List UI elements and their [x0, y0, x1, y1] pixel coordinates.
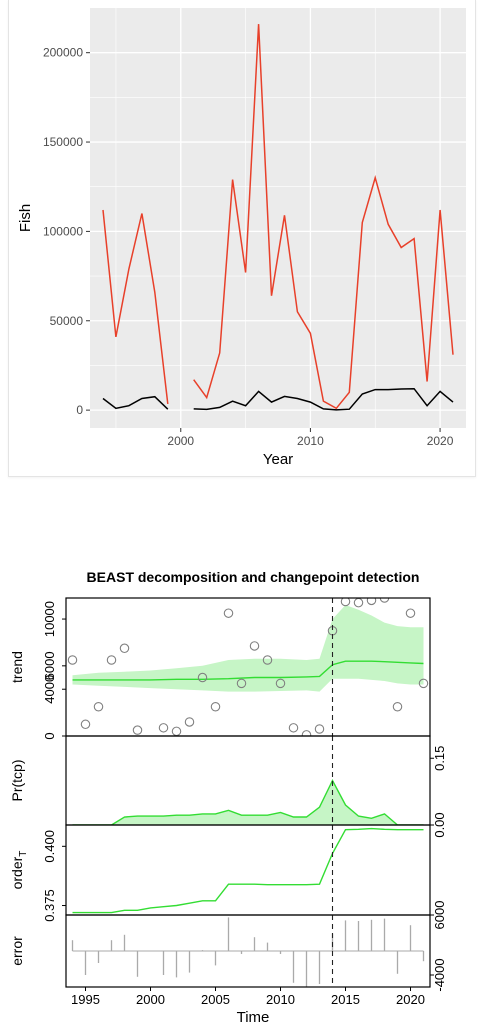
y-tick-label: 0.00 [432, 812, 447, 837]
trend-credible-band [72, 605, 424, 692]
x-tick-label: 2015 [331, 992, 360, 1007]
panel-frame [65, 735, 431, 826]
data-point [210, 702, 221, 712]
x-tick-label: 2020 [396, 992, 425, 1007]
data-point [171, 726, 182, 736]
x-tick-label: 2000 [136, 992, 165, 1007]
data-point [301, 730, 312, 736]
panel-label: error [9, 936, 25, 966]
data-point [67, 655, 78, 665]
panel-2: 0.375 0.400 orderT [9, 824, 431, 922]
data-point [223, 608, 234, 618]
series-red-line [102, 24, 454, 410]
panel-line-1 [72, 778, 424, 825]
panel-label: orderT [9, 851, 29, 890]
x-tick-label: 2020 [427, 434, 454, 448]
y-axis-label: Fish [17, 204, 34, 232]
data-point [80, 719, 91, 730]
data-point [184, 717, 195, 727]
data-point [275, 678, 286, 689]
data-point [340, 598, 351, 607]
panel-1: 0.00 0.15 Pr(tcp) [9, 735, 447, 838]
x-axis-label: Year [263, 451, 293, 468]
y-tick-label: 0.400 [42, 830, 57, 863]
series-black-line [102, 387, 454, 411]
panel-frame [65, 914, 431, 988]
y-tick-label: 150000 [43, 135, 83, 149]
y-tick-label: 10000 [42, 601, 57, 637]
chart-title: BEAST decomposition and changepoint dete… [87, 569, 420, 585]
data-point [366, 598, 377, 606]
y-tick-label: 200000 [43, 46, 83, 60]
data-point [119, 643, 130, 654]
data-point [418, 678, 429, 689]
panel-frame [65, 824, 431, 916]
data-point [314, 724, 325, 734]
panel-label: trend [9, 651, 25, 683]
y-tick-label: -4000 [432, 958, 447, 991]
data-point [158, 723, 169, 733]
y-tick-label: 0 [42, 732, 57, 739]
x-tick-label: 1995 [71, 992, 100, 1007]
panel-label: Pr(tcp) [9, 760, 25, 802]
axis-ticks: 2000 2010 2020 0 50000 100000 150000 200000 [43, 46, 454, 448]
plot-panel [90, 8, 466, 428]
data-point [132, 725, 143, 735]
x-tick-label: 2005 [201, 992, 230, 1007]
y-tick-label: 0 [76, 403, 83, 417]
beast-chart: BEAST decomposition and changepoint dete… [9, 569, 447, 1024]
beast-panels: 04000600010000trend0.000.15Pr(tcp)0.3750… [9, 597, 447, 1007]
y-tick-label: 6000 [42, 651, 57, 680]
series-lines [102, 24, 454, 411]
x-tick-label: 2010 [297, 434, 324, 448]
y-tick-label: 50000 [50, 314, 84, 328]
data-point [288, 723, 299, 733]
data-point [106, 655, 117, 665]
data-point [379, 598, 390, 603]
pr-tcp-area [72, 780, 424, 825]
data-point [197, 672, 208, 683]
data-point [405, 608, 416, 618]
y-tick-label: 0.15 [432, 746, 447, 771]
data-point [93, 702, 104, 712]
panel-3: -4000 6000 error [9, 901, 447, 992]
y-tick-label: 100000 [43, 224, 83, 238]
x-tick-label: 2010 [266, 992, 295, 1007]
panel-line-2 [72, 827, 424, 914]
data-point [392, 702, 403, 712]
y-tick-label: 6000 [432, 901, 447, 930]
data-point [262, 655, 273, 665]
data-point [353, 598, 364, 608]
y-tick-label: 0.375 [42, 889, 57, 922]
data-point [236, 678, 247, 689]
data-point [249, 641, 260, 651]
top-figure-frame [8, 0, 476, 477]
y-tick-label: 4000 [42, 675, 57, 704]
x-tick-label: 2000 [167, 434, 194, 448]
panel-line-0 [72, 660, 424, 681]
x-axis-label: Time [237, 1009, 270, 1024]
fish-by-year-chart: 2000 2010 2020 0 50000 100000 150000 200000 Yea… [17, 8, 466, 468]
